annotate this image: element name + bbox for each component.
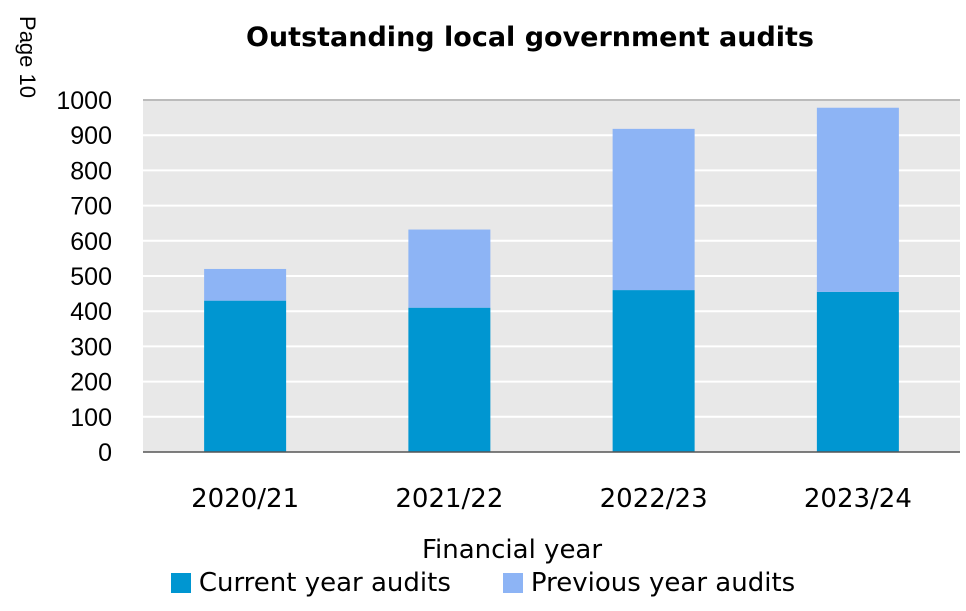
legend-item-previous: Previous year audits xyxy=(502,568,796,598)
legend: Current year audits Previous year audits xyxy=(0,568,966,598)
y-tick-label: 900 xyxy=(70,122,112,150)
chart-title: Outstanding local government audits xyxy=(245,22,814,53)
x-axis-label: Financial year xyxy=(422,535,602,565)
y-tick-label: 500 xyxy=(70,263,112,291)
y-tick-label: 800 xyxy=(70,157,112,185)
x-tick-label: 2020/21 xyxy=(191,484,299,514)
bar-previous-2020-21 xyxy=(204,268,287,301)
legend-label-previous: Previous year audits xyxy=(530,568,796,598)
bar-current-2022-23 xyxy=(612,290,695,452)
x-tick-label: 2021/22 xyxy=(395,484,503,514)
y-tick-label: 0 xyxy=(98,439,112,467)
x-tick-label: 2022/23 xyxy=(600,484,708,514)
bar-current-2023-24 xyxy=(816,291,899,452)
y-tick-label: 200 xyxy=(70,369,112,397)
y-tick-label: 400 xyxy=(70,298,112,326)
bar-current-2020-21 xyxy=(204,300,287,452)
y-tick-label: 100 xyxy=(70,404,112,432)
bar-previous-2021-22 xyxy=(408,229,491,308)
bar-previous-2023-24 xyxy=(816,107,899,292)
legend-item-current: Current year audits xyxy=(170,568,451,598)
bar-previous-2022-23 xyxy=(612,128,695,291)
legend-swatch-current xyxy=(170,573,191,593)
legend-label-current: Current year audits xyxy=(198,568,451,598)
x-tick-label: 2023/24 xyxy=(804,484,912,514)
y-tick-label: 1000 xyxy=(56,87,112,115)
y-tick-label: 600 xyxy=(70,228,112,256)
legend-swatch-previous xyxy=(502,573,523,593)
bar-current-2021-22 xyxy=(408,307,491,452)
y-tick-label: 700 xyxy=(70,193,112,221)
y-tick-label: 300 xyxy=(70,333,112,361)
